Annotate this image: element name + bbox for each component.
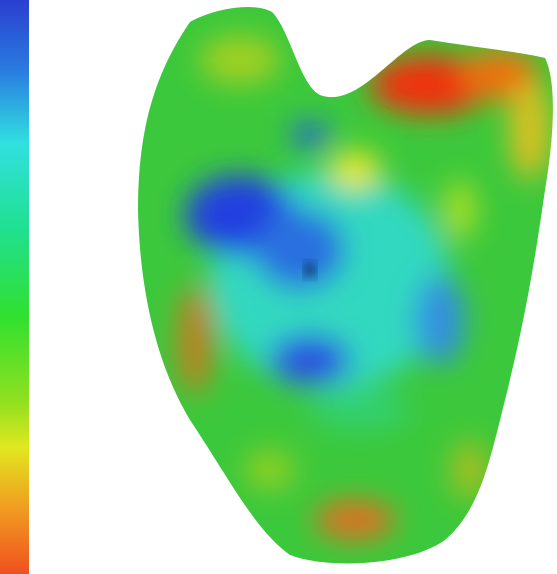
organ-surface	[138, 7, 553, 564]
color-scale-bar	[0, 0, 29, 574]
